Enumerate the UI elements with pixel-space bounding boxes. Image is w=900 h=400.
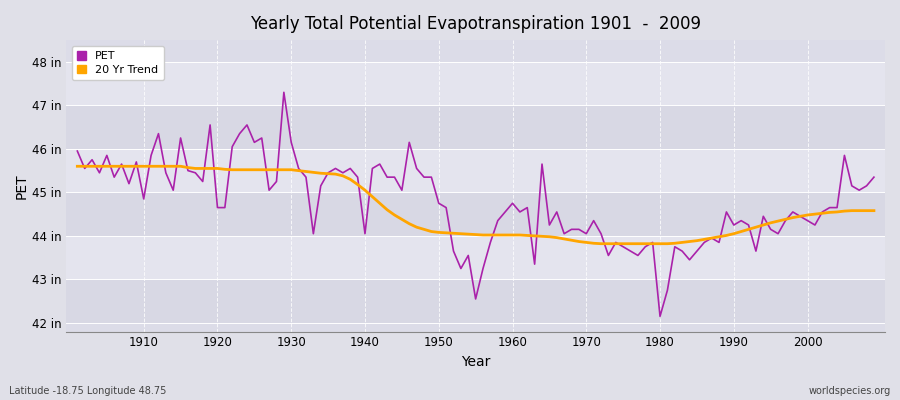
20 Yr Trend bbox=[868, 208, 879, 213]
X-axis label: Year: Year bbox=[461, 355, 491, 369]
Bar bbox=[67, 105, 885, 149]
PET bbox=[301, 175, 311, 180]
PET bbox=[130, 160, 141, 164]
PET bbox=[72, 149, 83, 154]
20 Yr Trend bbox=[507, 233, 517, 238]
Legend: PET, 20 Yr Trend: PET, 20 Yr Trend bbox=[72, 46, 164, 80]
20 Yr Trend bbox=[596, 241, 607, 246]
PET bbox=[345, 166, 356, 171]
20 Yr Trend bbox=[603, 241, 614, 246]
20 Yr Trend bbox=[72, 164, 83, 169]
Bar bbox=[67, 62, 885, 105]
20 Yr Trend bbox=[130, 164, 141, 169]
Title: Yearly Total Potential Evapotranspiration 1901  -  2009: Yearly Total Potential Evapotranspiratio… bbox=[250, 15, 701, 33]
PET bbox=[603, 253, 614, 258]
PET bbox=[654, 314, 665, 319]
PET bbox=[507, 201, 517, 206]
Y-axis label: PET: PET bbox=[15, 173, 29, 199]
PET bbox=[278, 90, 289, 95]
Bar bbox=[67, 279, 885, 323]
Bar bbox=[67, 236, 885, 279]
Line: 20 Yr Trend: 20 Yr Trend bbox=[77, 166, 874, 244]
Bar bbox=[67, 149, 885, 192]
Line: PET: PET bbox=[77, 92, 874, 316]
Text: Latitude -18.75 Longitude 48.75: Latitude -18.75 Longitude 48.75 bbox=[9, 386, 166, 396]
20 Yr Trend bbox=[338, 174, 348, 178]
PET bbox=[515, 210, 526, 214]
20 Yr Trend bbox=[500, 233, 510, 238]
20 Yr Trend bbox=[293, 168, 304, 173]
PET bbox=[868, 175, 879, 180]
Bar bbox=[67, 192, 885, 236]
Text: worldspecies.org: worldspecies.org bbox=[809, 386, 891, 396]
